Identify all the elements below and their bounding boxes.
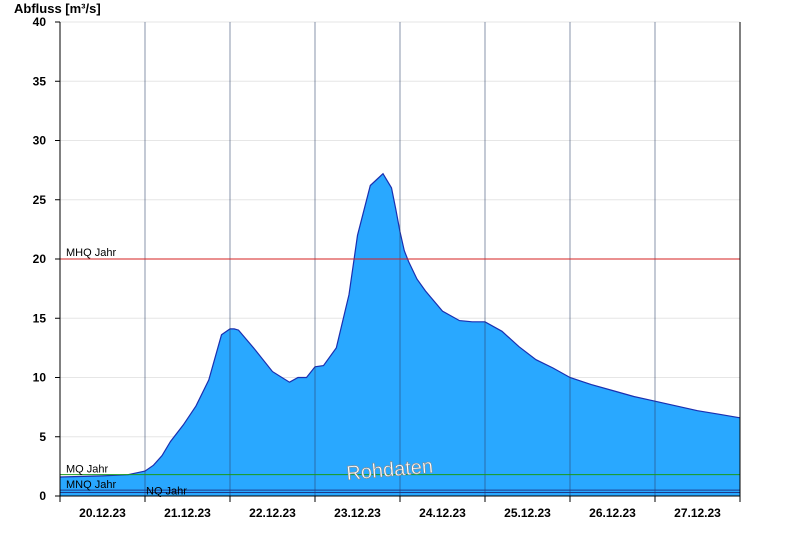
y-tick-label: 30 <box>33 134 47 148</box>
y-tick-label: 5 <box>39 430 46 444</box>
y-tick-label: 0 <box>39 489 46 503</box>
y-axis-label: Abfluss [m³/s] <box>14 1 101 16</box>
x-tick-label: 23.12.23 <box>334 506 381 520</box>
x-tick-label: 26.12.23 <box>589 506 636 520</box>
y-tick-label: 40 <box>33 15 47 29</box>
x-tick-label: 25.12.23 <box>504 506 551 520</box>
x-tick-label: 21.12.23 <box>164 506 211 520</box>
y-tick-labels: 0 5 10 15 20 25 30 35 40 <box>33 15 60 503</box>
y-tick-label: 25 <box>33 193 47 207</box>
y-tick-label: 35 <box>33 74 47 88</box>
x-tick-label: 22.12.23 <box>249 506 296 520</box>
y-tick-label: 20 <box>33 252 47 266</box>
x-tick-label: 24.12.23 <box>419 506 466 520</box>
reference-line-label: MNQ Jahr <box>66 479 116 491</box>
reference-line-label: NQ Jahr <box>146 485 187 497</box>
x-tick-label: 20.12.23 <box>79 506 126 520</box>
x-tick-label: 27.12.23 <box>674 506 721 520</box>
series-line <box>59 172 741 478</box>
reference-line-label: MQ Jahr <box>66 464 109 476</box>
y-tick-label: 15 <box>33 311 47 325</box>
reference-line-label: MHQ Jahr <box>66 247 116 259</box>
reference-lines: MHQ Jahr MQ Jahr MNQ Jahr NQ Jahr <box>60 247 740 497</box>
y-tick-label: 10 <box>33 371 47 385</box>
x-tick-labels: 20.12.23 21.12.23 22.12.23 23.12.23 24.12.23… <box>59 496 741 520</box>
